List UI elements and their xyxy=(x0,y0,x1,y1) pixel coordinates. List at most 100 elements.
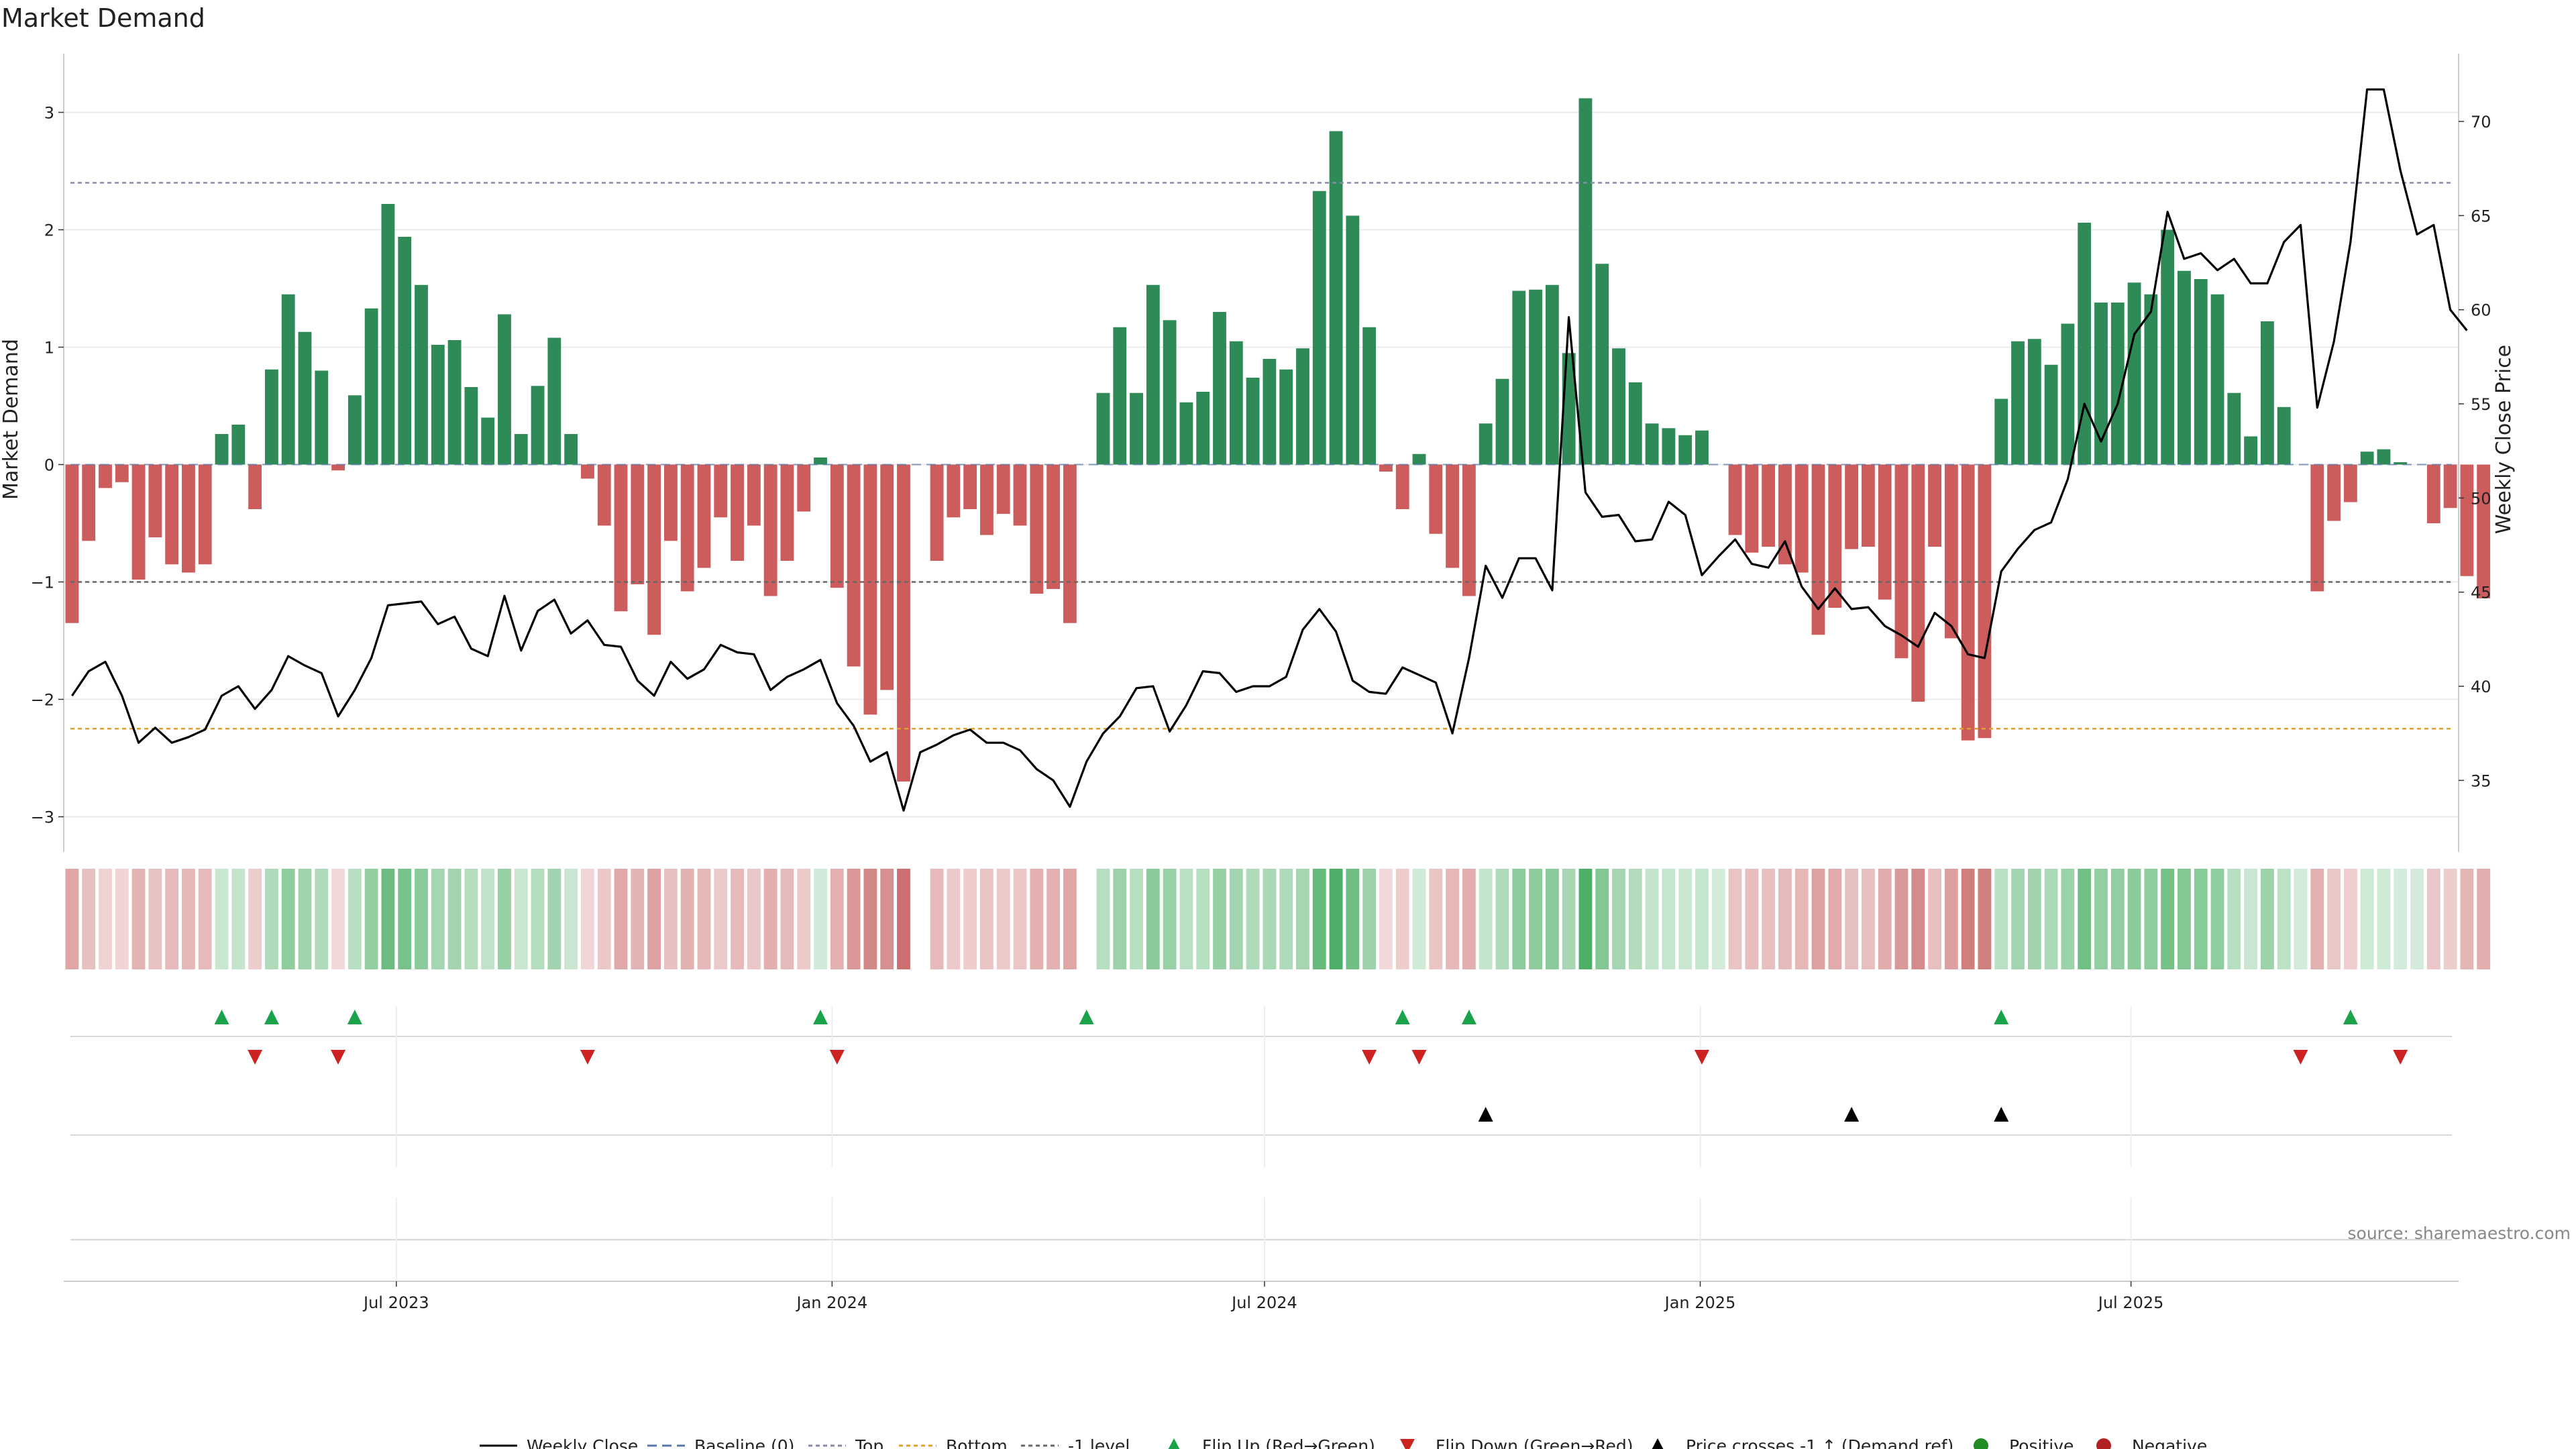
demand-bar xyxy=(1828,464,1842,608)
demand-bar xyxy=(1778,464,1792,565)
level-lines xyxy=(70,182,2452,730)
heat-cell xyxy=(1179,869,1193,969)
legend-label: Flip Down (Green→Red) xyxy=(1436,1436,1633,1449)
demand-bar xyxy=(481,417,495,465)
heat-cell xyxy=(65,869,79,969)
flip-up-marker xyxy=(2343,1010,2358,1024)
demand-bar xyxy=(2343,464,2357,502)
flip-up-marker xyxy=(1395,1010,1410,1024)
y-tick-label: 1 xyxy=(44,339,54,358)
heat-cell xyxy=(947,869,961,969)
demand-bar xyxy=(1861,464,1875,547)
demand-bar xyxy=(2244,436,2258,465)
heat-cell xyxy=(797,869,811,969)
heat-cell xyxy=(1612,869,1625,969)
heat-cell xyxy=(231,869,246,969)
heat-cell xyxy=(647,869,661,969)
heat-cell xyxy=(1379,869,1393,969)
heat-cell xyxy=(830,869,844,969)
heat-cell xyxy=(131,869,146,969)
price-line-layer xyxy=(71,88,2468,812)
demand-bar xyxy=(731,464,744,561)
heat-cell xyxy=(2460,869,2474,969)
demand-bar xyxy=(498,314,511,465)
legend: Weekly Close Baseline (0) Top Bottom -1 leve… xyxy=(480,1436,2207,1449)
demand-bar xyxy=(2443,464,2457,508)
heat-cell xyxy=(714,869,728,969)
demand-bar xyxy=(165,464,179,565)
heat-cell xyxy=(331,869,345,969)
heat-cell xyxy=(1728,869,1742,969)
demand-bar xyxy=(1229,341,1243,465)
heat-cell xyxy=(415,869,428,969)
heat-cell xyxy=(2343,869,2357,969)
demand-bar xyxy=(2061,323,2075,465)
heat-cell xyxy=(1446,869,1460,969)
heat-cell xyxy=(547,869,561,969)
heat-cell xyxy=(2210,869,2224,969)
heat-cell xyxy=(1762,869,1776,969)
demand-bar xyxy=(131,464,146,580)
demand-bar xyxy=(1395,464,1409,509)
heat-cell xyxy=(1645,869,1659,969)
demand-bar xyxy=(2260,321,2274,465)
heat-cell xyxy=(897,869,910,969)
heat-cell xyxy=(1462,869,1476,969)
demand-bar xyxy=(215,434,229,465)
demand-bar xyxy=(2011,341,2025,465)
demand-bar xyxy=(1246,378,1260,465)
demand-bar xyxy=(1096,392,1110,465)
legend-label: Top xyxy=(855,1436,883,1449)
demand-bar xyxy=(1179,402,1193,465)
flip-down-marker xyxy=(829,1050,845,1065)
heat-cell xyxy=(1845,869,1859,969)
demand-bar xyxy=(1196,392,1210,465)
demand-bar xyxy=(1612,348,1625,465)
event-rows xyxy=(70,1006,2452,1281)
heat-cell xyxy=(2110,869,2125,969)
demand-bar xyxy=(2477,464,2491,598)
flip-down-marker xyxy=(580,1050,595,1065)
demand-bar xyxy=(1894,464,1909,659)
demand-bar xyxy=(963,464,977,509)
demand-bar xyxy=(1928,464,1941,547)
heat-cell xyxy=(1213,869,1226,969)
source-note: source: sharemaestro.com xyxy=(2348,1224,2571,1243)
heat-cell xyxy=(464,869,478,969)
demand-bar xyxy=(2377,449,2391,465)
heat-cell xyxy=(1662,869,1676,969)
heat-cell xyxy=(2260,869,2274,969)
heat-cell xyxy=(398,869,412,969)
heat-cell xyxy=(2011,869,2025,969)
heat-cell xyxy=(1096,869,1110,969)
heat-cell xyxy=(2194,869,2208,969)
demand-bar xyxy=(2027,339,2041,465)
heat-cell xyxy=(2094,869,2108,969)
x-tick-label: Jan 2024 xyxy=(796,1293,868,1312)
flip-down-marker xyxy=(1411,1050,1427,1065)
demand-bar xyxy=(614,464,628,612)
demand-bar xyxy=(1346,215,1360,465)
heat-cell xyxy=(514,869,528,969)
y2-tick-label: 60 xyxy=(2471,301,2491,320)
y-tick-label: −2 xyxy=(31,691,54,710)
demand-bar xyxy=(1678,435,1693,465)
demand-bar xyxy=(1878,464,1892,600)
demand-bar xyxy=(797,464,811,512)
heat-cell xyxy=(82,869,96,969)
legend-item-positive: Positive xyxy=(1974,1436,2074,1449)
heat-cell xyxy=(814,869,827,969)
heat-cell xyxy=(1961,869,1975,969)
heat-cell xyxy=(697,869,711,969)
heat-cell xyxy=(1329,869,1343,969)
demand-bar xyxy=(2394,462,2408,465)
flip-down-marker xyxy=(1362,1050,1377,1065)
demand-bar xyxy=(347,395,362,465)
heat-cell xyxy=(1529,869,1542,969)
heat-cell xyxy=(1595,869,1609,969)
heat-cell xyxy=(148,869,162,969)
demand-bar xyxy=(1578,98,1593,465)
heat-cell xyxy=(1861,869,1875,969)
heat-cell xyxy=(1130,869,1143,969)
